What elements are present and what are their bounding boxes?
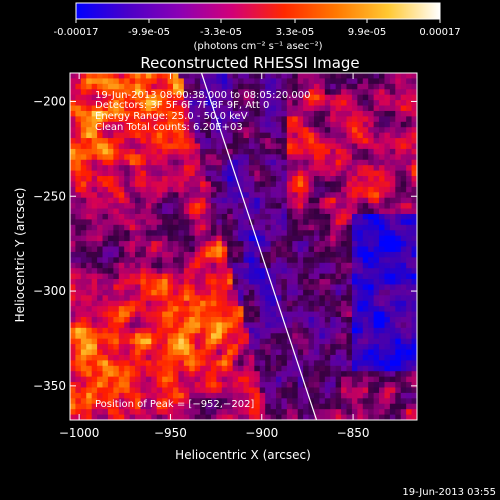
axis-ticks: −1000 −950 −900 −850 −200 −250 −300 −350 bbox=[33, 73, 417, 440]
annotation-detectors: Detectors: 3F 5F 6F 7F 8F 9F, Att 0 bbox=[95, 100, 269, 111]
y-tick-label: −250 bbox=[33, 189, 66, 203]
colorbar bbox=[75, 2, 441, 20]
solar-limb-line bbox=[200, 73, 318, 420]
x-axis-title: Heliocentric X (arcsec) bbox=[175, 448, 311, 462]
x-tick-label: −850 bbox=[337, 426, 370, 440]
y-tick-label: −200 bbox=[33, 94, 66, 108]
x-tick-label: −900 bbox=[245, 426, 278, 440]
colorbar-tick-label: -9.9e-05 bbox=[128, 27, 170, 38]
plot-frame bbox=[69, 72, 418, 421]
y-axis-title: Heliocentric Y (arcsec) bbox=[13, 188, 27, 323]
colorbar-tick-label: 0.00017 bbox=[419, 27, 460, 38]
annotation-energy-range: Energy Range: 25.0 - 50.0 keV bbox=[95, 111, 248, 122]
colorbar-tick-label: -3.3e-05 bbox=[200, 27, 242, 38]
colorbar-ticks: -0.00017 -9.9e-05 -3.3e-05 3.3e-05 9.9e-05 0.… bbox=[54, 19, 461, 38]
annotation-time-range: 19-Jun-2013 08:00:38.000 to 08:05:20.000 bbox=[95, 90, 311, 101]
y-tick-label: −300 bbox=[33, 284, 66, 298]
chart-title: Reconstructed RHESSI Image bbox=[140, 54, 359, 72]
colorbar-tick-label: 3.3e-05 bbox=[276, 27, 314, 38]
footer-timestamp: 19-Jun-2013 03:55 bbox=[402, 487, 496, 498]
annotation-clean-counts: Clean Total counts: 6.20E+03 bbox=[95, 122, 243, 133]
x-tick-label: −950 bbox=[154, 426, 187, 440]
colorbar-tick-label: 9.9e-05 bbox=[348, 27, 386, 38]
colorbar-tick-label: -0.00017 bbox=[54, 27, 99, 38]
heatmap bbox=[70, 73, 417, 420]
y-tick-label: −350 bbox=[33, 379, 66, 393]
colorbar-unit-label: (photons cm⁻² s⁻¹ asec⁻²) bbox=[193, 41, 322, 52]
x-tick-label: −1000 bbox=[59, 426, 100, 440]
annotation-peak-position: Position of Peak = [−952,−202] bbox=[95, 399, 254, 410]
